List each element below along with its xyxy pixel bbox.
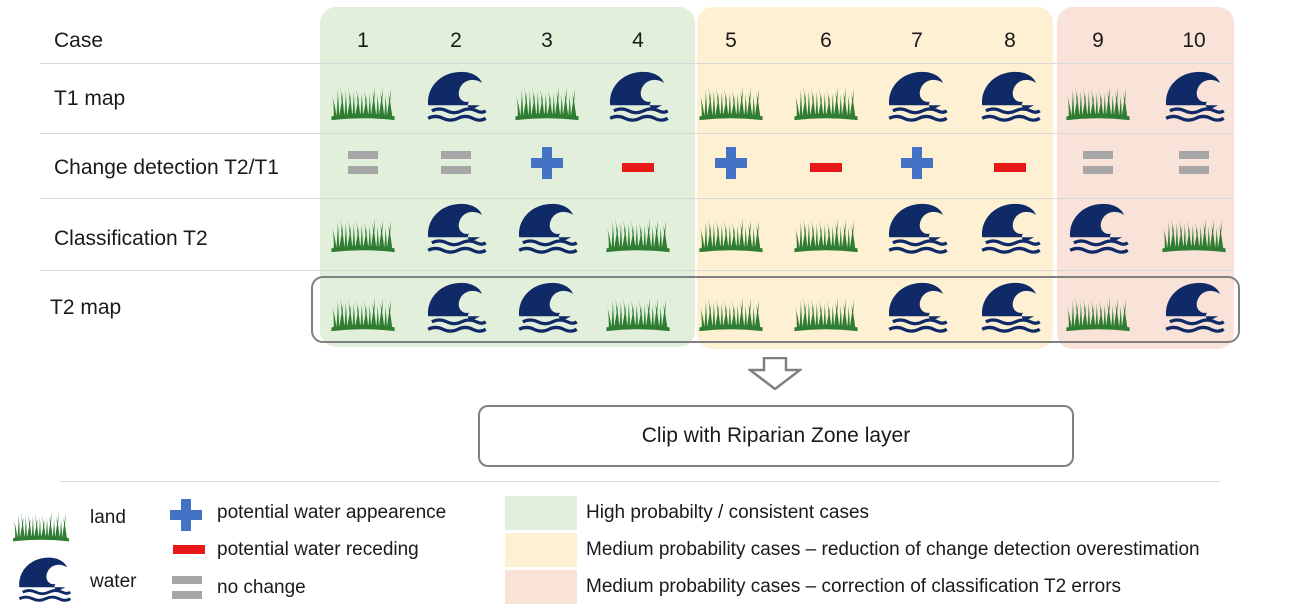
water-icon (513, 281, 581, 333)
case-number: 7 (911, 29, 923, 52)
land-icon (697, 70, 765, 122)
water-icon (1064, 202, 1132, 254)
land-icon (329, 202, 397, 254)
row-divider (40, 270, 1234, 271)
equal-icon (348, 151, 378, 180)
case-number: 3 (541, 29, 553, 52)
equal-icon (1083, 151, 1113, 180)
minus-icon (994, 159, 1026, 177)
case-number: 8 (1004, 29, 1016, 52)
legend-water-label: water (90, 571, 137, 592)
water-icon (422, 70, 490, 122)
water-icon (1160, 281, 1228, 333)
land-icon (513, 70, 581, 122)
case-number: 2 (450, 29, 462, 52)
down-arrow-icon (748, 357, 802, 390)
legend-recede-label: potential water receding (217, 539, 419, 560)
case-number: 10 (1182, 29, 1206, 52)
clip-riparian-zone-label: Clip with Riparian Zone layer (641, 424, 911, 447)
land-icon (697, 202, 765, 254)
row-divider (40, 133, 1234, 134)
t2-map-outline (311, 276, 1240, 343)
legend-medium-overestimation-label: Medium probability cases – reduction of … (586, 539, 1200, 560)
land-icon (604, 202, 672, 254)
legend-appear-label: potential water appearence (217, 502, 447, 523)
legend-medium-overestimation-swatch (505, 533, 577, 567)
equal-icon (1179, 151, 1209, 180)
legend-medium-correction-swatch (505, 570, 577, 604)
row-divider (40, 63, 1234, 64)
water-icon (883, 70, 951, 122)
legend-divider (60, 481, 1220, 482)
equal-icon (441, 151, 471, 180)
row-label-classification: Classification T2 (54, 227, 208, 250)
plus-icon (170, 499, 202, 536)
case-number: 4 (632, 29, 644, 52)
legend-land-label: land (90, 507, 126, 528)
land-icon (1160, 202, 1228, 254)
land-icon (329, 70, 397, 122)
plus-icon (715, 147, 747, 184)
legend-no-change-label: no change (217, 577, 306, 598)
legend-high-label: High probabilty / consistent cases (586, 502, 870, 523)
land-icon (792, 70, 860, 122)
water-icon (604, 70, 672, 122)
row-divider (40, 198, 1234, 199)
land-icon (792, 202, 860, 254)
equal-icon (172, 576, 202, 605)
row-label-change-detection: Change detection T2/T1 (54, 156, 279, 179)
water-icon (883, 202, 951, 254)
case-number: 1 (357, 29, 369, 52)
case-header-label: Case (54, 29, 104, 52)
case-number: 6 (820, 29, 832, 52)
land-icon (10, 497, 72, 543)
minus-icon (173, 541, 205, 559)
plus-icon (901, 147, 933, 184)
water-icon (513, 202, 581, 254)
land-icon (697, 281, 765, 333)
land-icon (792, 281, 860, 333)
clip-riparian-zone-box: Clip with Riparian Zone layer (478, 405, 1074, 467)
water-icon (1160, 70, 1228, 122)
land-icon (604, 281, 672, 333)
water-icon (976, 70, 1044, 122)
minus-icon (810, 159, 842, 177)
water-icon (422, 202, 490, 254)
plus-icon (531, 147, 563, 184)
water-icon (976, 202, 1044, 254)
land-icon (1064, 70, 1132, 122)
case-number: 9 (1092, 29, 1104, 52)
land-icon (1064, 281, 1132, 333)
water-icon (14, 556, 74, 602)
legend-medium-correction-label: Medium probability cases – correction of… (586, 576, 1122, 597)
water-icon (422, 281, 490, 333)
minus-icon (622, 159, 654, 177)
land-icon (329, 281, 397, 333)
legend-high-swatch (505, 496, 577, 530)
water-icon (883, 281, 951, 333)
row-label-t1-map: T1 map (54, 87, 126, 110)
water-icon (976, 281, 1044, 333)
row-label-t2-map: T2 map (50, 296, 122, 319)
case-number: 5 (725, 29, 737, 52)
